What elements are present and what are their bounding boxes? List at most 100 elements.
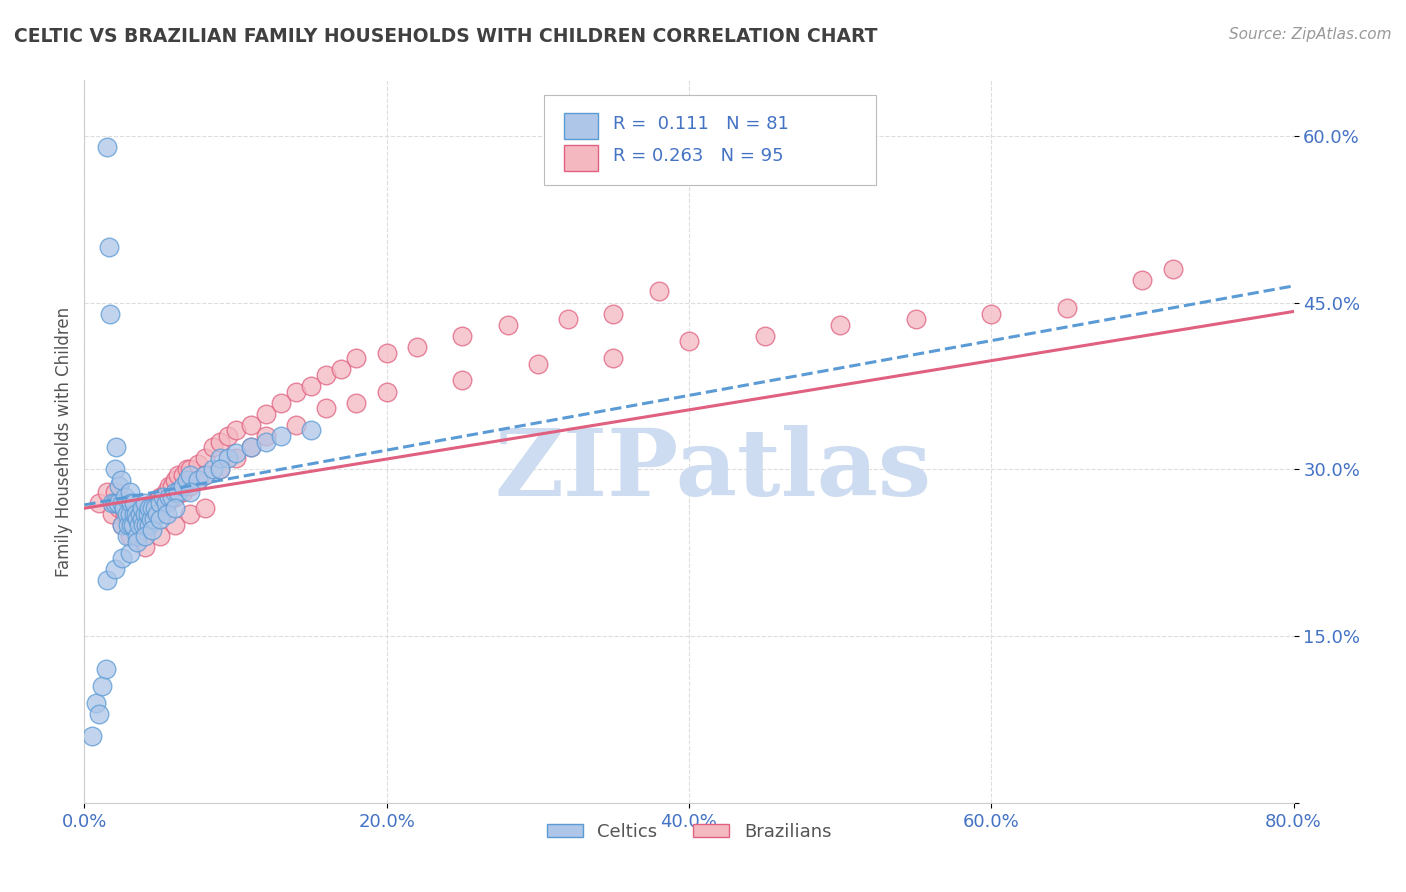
Point xyxy=(111,517,134,532)
Point xyxy=(104,562,127,576)
Point xyxy=(157,479,180,493)
Point xyxy=(118,529,141,543)
Point xyxy=(141,524,163,538)
Point xyxy=(160,479,183,493)
Point xyxy=(254,434,277,449)
Point xyxy=(100,496,122,510)
Point xyxy=(156,496,179,510)
Point xyxy=(142,512,165,526)
Point xyxy=(179,507,201,521)
Point xyxy=(176,462,198,476)
Point xyxy=(179,462,201,476)
Point xyxy=(127,512,149,526)
Point xyxy=(201,440,224,454)
Point xyxy=(155,484,177,499)
Point xyxy=(105,440,128,454)
Point xyxy=(139,512,162,526)
Point xyxy=(375,384,398,399)
Point xyxy=(134,496,156,510)
Point xyxy=(115,507,138,521)
Point xyxy=(201,462,224,476)
Point xyxy=(217,451,239,466)
Point xyxy=(135,517,157,532)
Point xyxy=(179,479,201,493)
Point xyxy=(239,440,262,454)
Point xyxy=(131,501,153,516)
Point xyxy=(112,501,135,516)
Point xyxy=(131,512,153,526)
Text: CELTIC VS BRAZILIAN FAMILY HOUSEHOLDS WITH CHILDREN CORRELATION CHART: CELTIC VS BRAZILIAN FAMILY HOUSEHOLDS WI… xyxy=(14,27,877,45)
Point xyxy=(285,417,308,432)
Point xyxy=(172,467,194,482)
Text: ZIPatlas: ZIPatlas xyxy=(495,425,932,516)
Point xyxy=(134,512,156,526)
Point xyxy=(108,501,131,516)
Point xyxy=(678,334,700,349)
Point xyxy=(346,395,368,409)
Point xyxy=(225,424,247,438)
Point xyxy=(156,507,179,521)
Point xyxy=(107,496,129,510)
Point xyxy=(120,507,142,521)
Point xyxy=(157,490,180,504)
Point xyxy=(138,501,160,516)
Bar xyxy=(564,145,599,170)
Point xyxy=(270,395,292,409)
Point xyxy=(648,285,671,299)
Point xyxy=(557,312,579,326)
Point xyxy=(904,312,927,326)
Point xyxy=(149,529,172,543)
Point xyxy=(112,501,135,516)
Point xyxy=(346,351,368,366)
Point xyxy=(527,357,550,371)
Y-axis label: Family Households with Children: Family Households with Children xyxy=(55,307,73,576)
Point xyxy=(451,329,474,343)
Point xyxy=(122,496,145,510)
Point xyxy=(134,540,156,554)
Point xyxy=(980,307,1002,321)
Point xyxy=(602,307,624,321)
Point xyxy=(136,507,159,521)
Point xyxy=(330,362,353,376)
Point xyxy=(134,507,156,521)
Point xyxy=(146,507,169,521)
Point xyxy=(100,507,122,521)
Point xyxy=(128,507,150,521)
Point xyxy=(172,479,194,493)
Point xyxy=(179,484,201,499)
Point xyxy=(111,551,134,566)
Point xyxy=(406,340,429,354)
Point xyxy=(115,496,138,510)
Point xyxy=(217,429,239,443)
Point xyxy=(179,467,201,482)
Point xyxy=(104,496,127,510)
Point xyxy=(149,512,172,526)
Point xyxy=(830,318,852,332)
Point xyxy=(138,517,160,532)
Bar xyxy=(564,112,599,139)
Point xyxy=(108,479,131,493)
Point xyxy=(194,467,217,482)
Point xyxy=(375,345,398,359)
Point xyxy=(165,501,187,516)
Point xyxy=(128,517,150,532)
Point xyxy=(165,484,187,499)
Point xyxy=(754,329,776,343)
Point xyxy=(96,574,118,588)
Point xyxy=(187,474,209,488)
Point xyxy=(129,507,152,521)
Point xyxy=(187,457,209,471)
Point xyxy=(122,512,145,526)
Point xyxy=(127,507,149,521)
Point xyxy=(97,240,120,254)
Point xyxy=(86,696,108,710)
Point xyxy=(118,546,141,560)
Point xyxy=(239,440,262,454)
Point xyxy=(115,529,138,543)
Legend: Celtics, Brazilians: Celtics, Brazilians xyxy=(540,815,838,848)
Point xyxy=(114,507,136,521)
Point xyxy=(152,490,174,504)
Point xyxy=(135,501,157,516)
Point xyxy=(117,517,139,532)
Point xyxy=(315,368,337,382)
